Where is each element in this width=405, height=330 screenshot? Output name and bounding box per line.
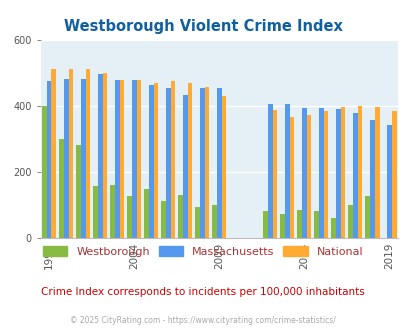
Bar	[318, 108, 323, 238]
Bar	[313, 211, 318, 238]
Bar	[153, 82, 158, 238]
Text: © 2025 CityRating.com - https://www.cityrating.com/crime-statistics/: © 2025 CityRating.com - https://www.city…	[70, 315, 335, 325]
Bar	[199, 88, 204, 238]
Bar	[323, 111, 328, 238]
Bar	[211, 205, 216, 238]
Bar	[93, 186, 98, 238]
Bar	[110, 185, 115, 238]
Bar	[301, 108, 306, 238]
Bar	[216, 88, 221, 238]
Bar	[364, 196, 369, 238]
Bar	[64, 79, 68, 238]
Bar	[170, 81, 175, 238]
Bar	[284, 104, 289, 238]
Text: Westborough Violent Crime Index: Westborough Violent Crime Index	[64, 19, 341, 34]
Bar	[374, 107, 379, 238]
Bar	[85, 69, 90, 238]
Bar	[132, 80, 136, 238]
Bar	[68, 69, 73, 238]
Bar	[182, 95, 187, 238]
Bar	[386, 125, 391, 238]
Bar	[289, 117, 294, 238]
Bar	[340, 107, 345, 238]
Bar	[47, 81, 51, 238]
Bar	[119, 80, 124, 238]
Bar	[127, 196, 132, 238]
Bar	[262, 211, 267, 238]
Bar	[272, 110, 277, 238]
Bar	[352, 113, 357, 238]
Bar	[391, 111, 396, 238]
Bar	[221, 96, 226, 238]
Bar	[98, 74, 102, 238]
Bar	[357, 106, 362, 238]
Bar	[144, 189, 149, 238]
Bar	[115, 80, 119, 238]
Bar	[165, 88, 170, 238]
Bar	[187, 83, 192, 238]
Bar	[81, 79, 85, 238]
Legend: Westborough, Massachusetts, National: Westborough, Massachusetts, National	[39, 243, 366, 260]
Bar	[59, 139, 64, 238]
Bar	[178, 195, 182, 238]
Text: Crime Index corresponds to incidents per 100,000 inhabitants: Crime Index corresponds to incidents per…	[41, 287, 364, 297]
Bar	[347, 205, 352, 238]
Bar	[369, 120, 374, 238]
Bar	[279, 214, 284, 238]
Bar	[267, 104, 272, 238]
Bar	[335, 109, 340, 238]
Bar	[194, 207, 199, 238]
Bar	[296, 210, 301, 238]
Bar	[51, 69, 56, 238]
Bar	[102, 73, 107, 238]
Bar	[42, 106, 47, 238]
Bar	[149, 85, 153, 238]
Bar	[330, 218, 335, 238]
Bar	[306, 115, 311, 238]
Bar	[204, 87, 209, 238]
Bar	[136, 80, 141, 238]
Bar	[76, 145, 81, 238]
Bar	[161, 201, 165, 238]
